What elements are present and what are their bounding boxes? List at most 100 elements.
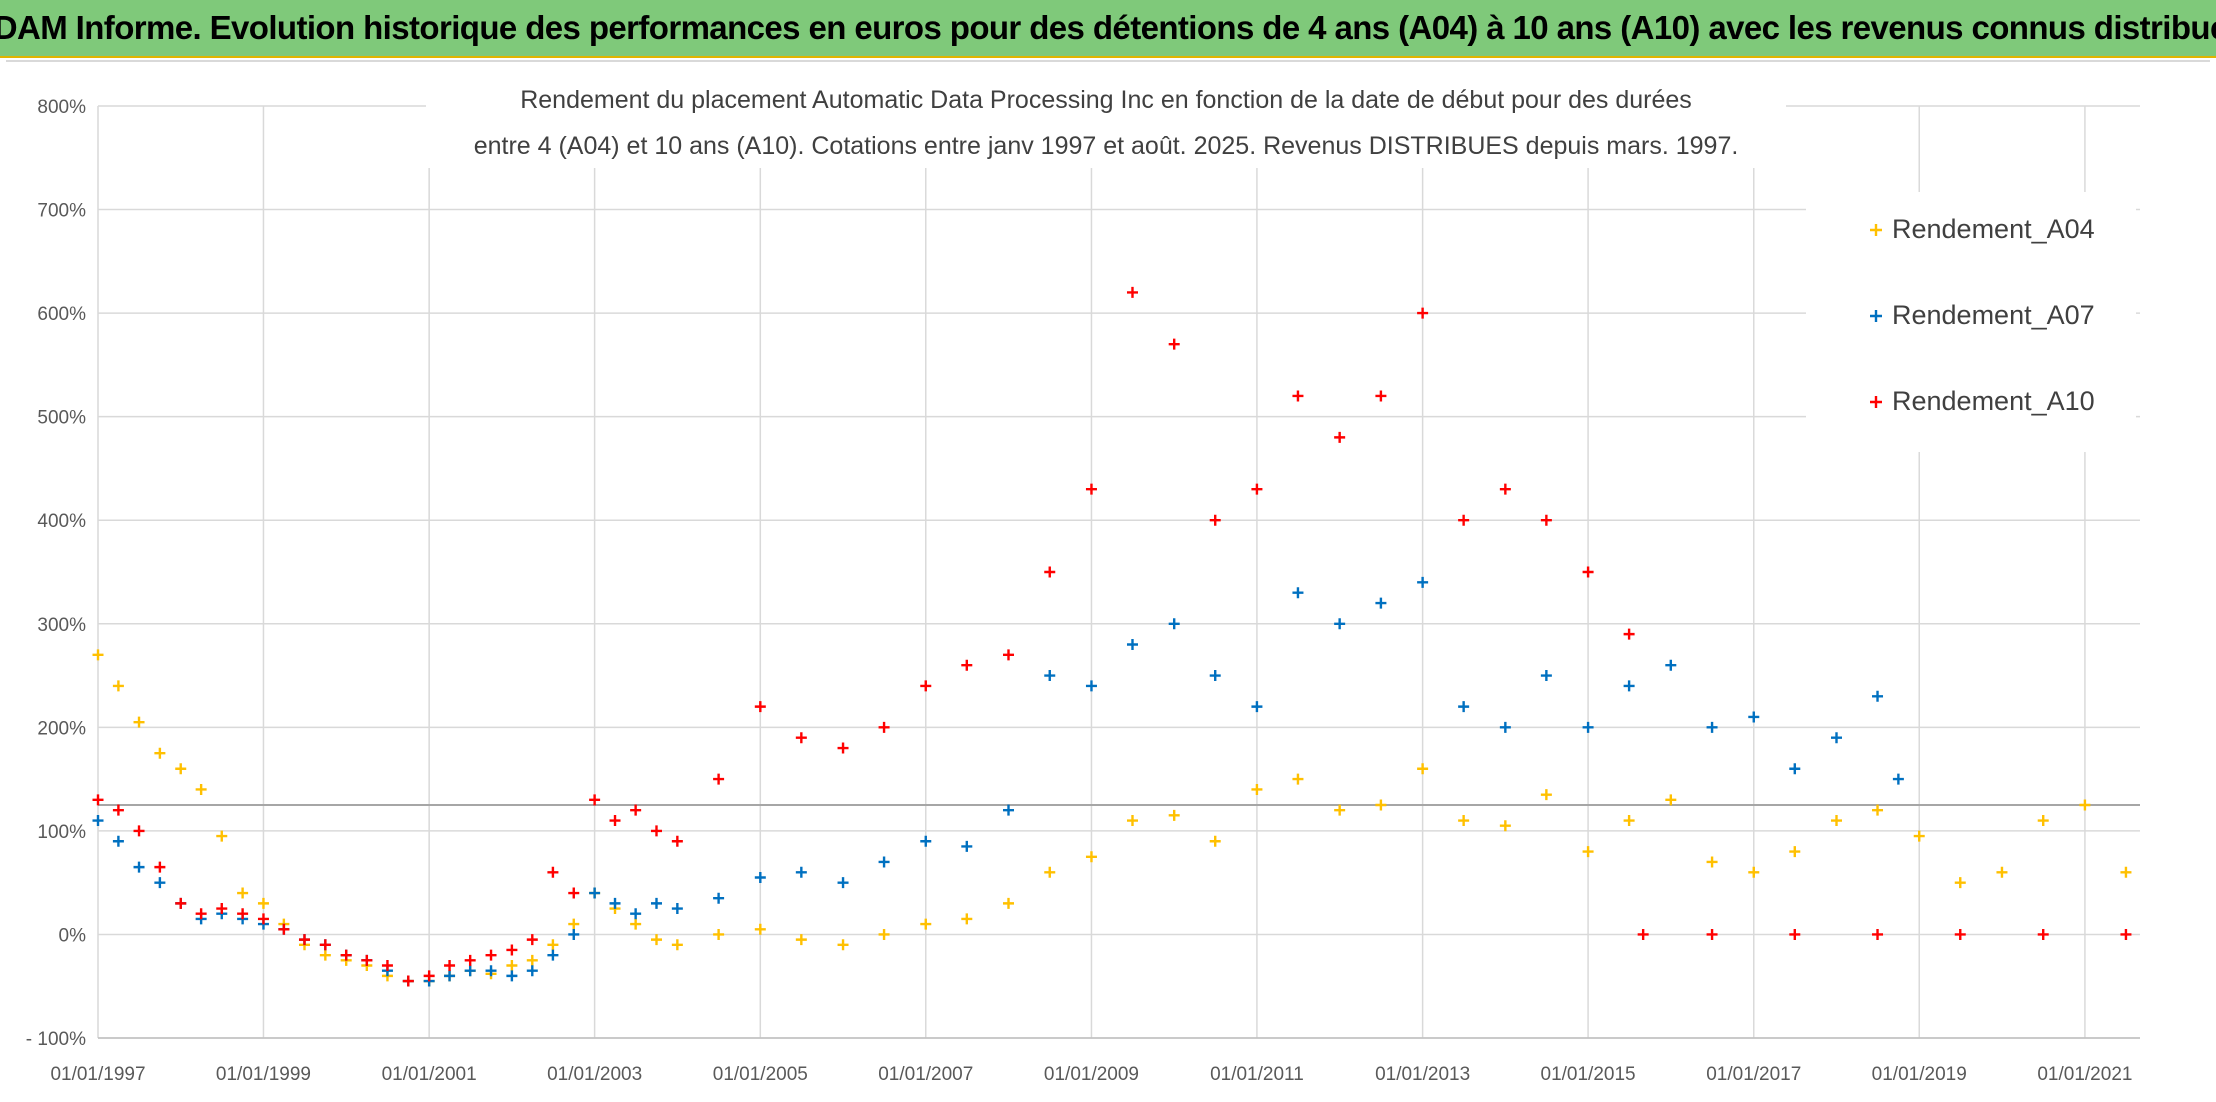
grid-lines — [97, 105, 2140, 1039]
x-tick-label: 01/01/2007 — [878, 1064, 973, 1085]
data-point-rendement-a07 — [630, 908, 642, 920]
chart-title-line-2: entre 4 (A04) et 10 ans (A10). Cotations… — [474, 132, 1739, 160]
data-point-rendement-a07 — [444, 970, 456, 982]
data-point-rendement-a07 — [1085, 680, 1097, 692]
data-point-rendement-a10 — [1334, 431, 1346, 443]
data-point-rendement-a10 — [1540, 514, 1552, 526]
scatter-chart: 800% 700% 600% 500% 400% 300% 200% 100% 0% - 100%… — [26, 68, 2140, 1085]
data-point-rendement-a10 — [961, 659, 973, 671]
data-point-rendement-a04 — [92, 649, 104, 661]
data-point-rendement-a07 — [1375, 597, 1387, 609]
data-point-rendement-a04 — [1334, 804, 1346, 816]
data-point-rendement-a07 — [1209, 670, 1221, 682]
data-point-rendement-a07 — [92, 815, 104, 827]
data-point-rendement-a10 — [1417, 307, 1429, 319]
data-point-rendement-a04 — [837, 939, 849, 951]
data-point-rendement-a04 — [1789, 846, 1801, 858]
data-points — [92, 286, 2132, 987]
legend-marker-rendement-a04 — [1870, 224, 1882, 236]
data-point-rendement-a10 — [1375, 390, 1387, 402]
data-point-rendement-a04 — [1168, 809, 1180, 821]
data-point-rendement-a04 — [2037, 815, 2049, 827]
banner-title: ADAM Informe. Evolution historique des p… — [0, 9, 2216, 46]
data-point-rendement-a04 — [630, 918, 642, 930]
data-point-rendement-a10 — [2120, 928, 2132, 940]
data-point-rendement-a07 — [1126, 638, 1138, 650]
legend-label: Rendement_A10 — [1892, 386, 2095, 416]
data-point-rendement-a04 — [526, 954, 538, 966]
y-tick-label: 0% — [59, 925, 87, 946]
data-point-rendement-a07 — [1582, 721, 1594, 733]
data-point-rendement-a04 — [2079, 799, 2091, 811]
x-tick-label: 01/01/2015 — [1541, 1064, 1636, 1085]
y-tick-label: 100% — [37, 822, 86, 843]
data-point-rendement-a10 — [154, 861, 166, 873]
data-point-rendement-a04 — [961, 913, 973, 925]
data-point-rendement-a07 — [671, 903, 683, 915]
data-point-rendement-a04 — [795, 934, 807, 946]
data-point-rendement-a04 — [257, 897, 269, 909]
data-point-rendement-a10 — [1168, 338, 1180, 350]
data-point-rendement-a07 — [795, 866, 807, 878]
data-point-rendement-a10 — [878, 721, 890, 733]
x-tick-label: 01/01/2017 — [1706, 1064, 1801, 1085]
data-point-rendement-a10 — [754, 701, 766, 713]
data-point-rendement-a10 — [837, 742, 849, 754]
data-point-rendement-a04 — [1996, 866, 2008, 878]
data-point-rendement-a07 — [568, 928, 580, 940]
data-point-rendement-a07 — [878, 856, 890, 868]
data-point-rendement-a04 — [1499, 820, 1511, 832]
data-point-rendement-a10 — [237, 908, 249, 920]
y-tick-label: 600% — [37, 304, 86, 325]
data-point-rendement-a10 — [1872, 928, 1884, 940]
report-banner: ADAM Informe. Evolution historique des p… — [0, 0, 2216, 58]
data-point-rendement-a07 — [920, 835, 932, 847]
data-point-rendement-a10 — [1789, 928, 1801, 940]
data-point-rendement-a10 — [650, 825, 662, 837]
data-point-rendement-a07 — [1872, 690, 1884, 702]
data-point-rendement-a07 — [464, 965, 476, 977]
data-point-rendement-a04 — [1706, 856, 1718, 868]
data-point-rendement-a04 — [1623, 815, 1635, 827]
data-point-rendement-a10 — [713, 773, 725, 785]
data-point-rendement-a07 — [837, 877, 849, 889]
data-point-rendement-a04 — [1292, 773, 1304, 785]
data-point-rendement-a04 — [1209, 835, 1221, 847]
data-point-rendement-a04 — [195, 783, 207, 795]
data-point-rendement-a10 — [340, 949, 352, 961]
data-point-rendement-a07 — [1251, 701, 1263, 713]
data-point-rendement-a07 — [1292, 587, 1304, 599]
data-point-rendement-a10 — [133, 825, 145, 837]
data-point-rendement-a04 — [1417, 763, 1429, 775]
data-point-rendement-a07 — [1623, 680, 1635, 692]
data-point-rendement-a10 — [1044, 566, 1056, 578]
data-point-rendement-a07 — [589, 887, 601, 899]
chart-title-line-1: Rendement du placement Automatic Data Pr… — [520, 86, 1692, 114]
x-tick-label: 01/01/2019 — [1872, 1064, 1967, 1085]
y-tick-label: 700% — [37, 201, 86, 222]
data-point-rendement-a04 — [1251, 783, 1263, 795]
x-tick-label: 01/01/1997 — [50, 1064, 145, 1085]
data-point-rendement-a07 — [485, 965, 497, 977]
legend-label: Rendement_A07 — [1892, 300, 2095, 330]
y-tick-label: 500% — [37, 408, 86, 429]
x-tick-label: 01/01/2001 — [382, 1064, 477, 1085]
x-tick-label: 01/01/2003 — [547, 1064, 642, 1085]
data-point-rendement-a10 — [1126, 286, 1138, 298]
data-point-rendement-a04 — [112, 680, 124, 692]
data-point-rendement-a07 — [526, 965, 538, 977]
legend: Rendement_A04 Rendement_A07 Rendement_A10 — [1806, 192, 2136, 452]
data-point-rendement-a07 — [1458, 701, 1470, 713]
data-point-rendement-a10 — [1954, 928, 1966, 940]
data-point-rendement-a04 — [713, 928, 725, 940]
data-point-rendement-a07 — [1499, 721, 1511, 733]
y-tick-label: - 100% — [26, 1029, 86, 1050]
data-point-rendement-a10 — [381, 960, 393, 972]
x-tick-label: 01/01/2005 — [713, 1064, 808, 1085]
data-point-rendement-a07 — [961, 840, 973, 852]
data-point-rendement-a10 — [464, 954, 476, 966]
data-point-rendement-a10 — [112, 804, 124, 816]
data-point-rendement-a07 — [1334, 618, 1346, 630]
data-point-rendement-a07 — [650, 897, 662, 909]
data-point-rendement-a04 — [547, 939, 559, 951]
